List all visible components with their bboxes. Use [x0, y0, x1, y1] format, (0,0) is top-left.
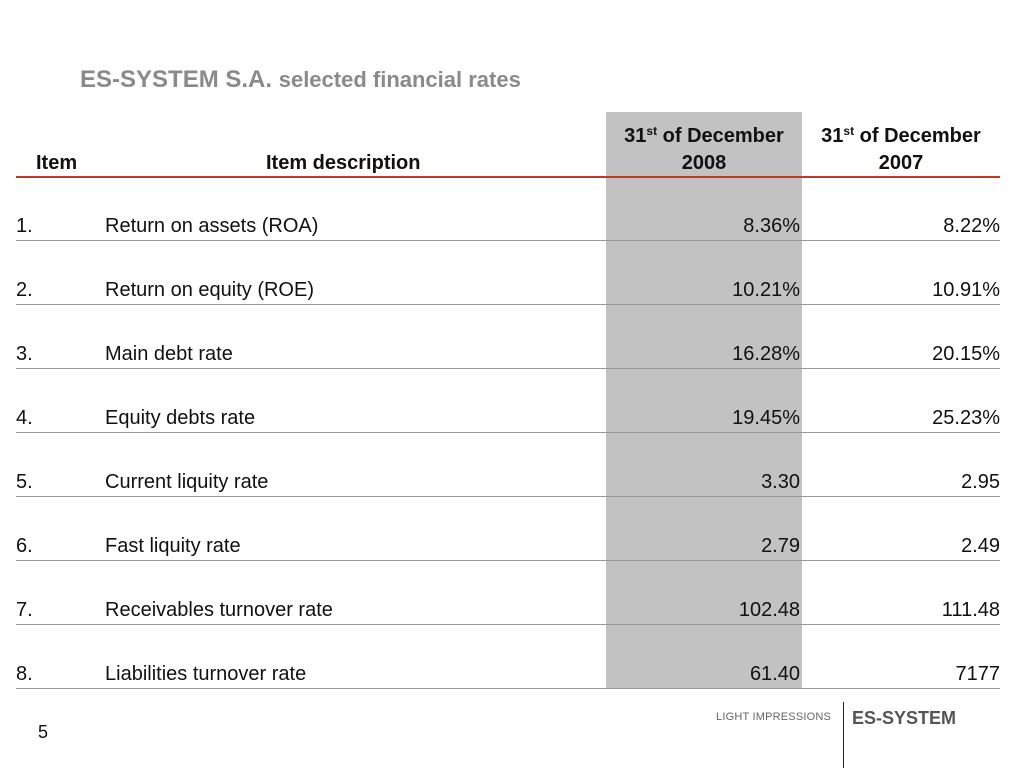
footer-logo: ES-SYSTEM — [852, 708, 957, 728]
page-number: 5 — [38, 722, 49, 742]
footer-tagline: LIGHT IMPRESSIONS — [716, 711, 832, 723]
row-description: Main debt rate — [105, 343, 233, 365]
row-number: 4. — [16, 407, 33, 429]
row-number: 6. — [16, 535, 33, 557]
row-value-2007: 2.49 — [961, 535, 1000, 557]
row-value-2007: 25.23% — [932, 407, 1000, 429]
header-2007-day: 31 — [821, 125, 844, 147]
header-2007-ordinal: st — [843, 124, 855, 138]
row-number: 2. — [16, 279, 33, 301]
table-row: 7. Receivables turnover rate 102.48 111.… — [16, 561, 1000, 625]
row-number: 1. — [16, 215, 33, 237]
row-value-2007: 7177 — [955, 663, 1001, 685]
row-value-2008: 3.30 — [761, 471, 800, 493]
row-description: Return on equity (ROE) — [105, 279, 314, 301]
header-2007-year: 2007 — [878, 152, 924, 174]
row-value-2008: 2.79 — [761, 535, 800, 557]
row-value-2008: 61.40 — [749, 663, 800, 685]
row-value-2007: 2.95 — [961, 471, 1000, 493]
row-value-2008: 8.36% — [743, 215, 800, 237]
table-row: 5. Current liquity rate 3.30 2.95 — [16, 433, 1000, 497]
row-value-2007: 111.48 — [941, 599, 1000, 621]
table-row: 4. Equity debts rate 19.45% 25.23% — [16, 369, 1000, 433]
row-description: Receivables turnover rate — [105, 599, 333, 621]
table-row: 6. Fast liquity rate 2.79 2.49 — [16, 497, 1000, 561]
slide-title: ES-SYSTEM S.A. selected financial rates — [80, 66, 521, 94]
row-number: 7. — [16, 599, 33, 621]
table-row: 1. Return on assets (ROA) 8.36% 8.22% — [16, 177, 1000, 241]
row-description: Equity debts rate — [105, 407, 256, 429]
row-value-2008: 102.48 — [738, 599, 800, 621]
row-number: 3. — [16, 343, 33, 365]
row-value-2008: 19.45% — [732, 407, 800, 429]
table-row: 3. Main debt rate 16.28% 20.15% — [16, 305, 1000, 369]
row-description: Liabilities turnover rate — [105, 663, 307, 685]
header-description: Item description — [266, 152, 421, 174]
header-2008: 31st of December 2008 — [606, 123, 802, 177]
title-subtitle: selected financial rates — [278, 67, 521, 92]
row-value-2007: 20.15% — [932, 343, 1000, 365]
footer-divider — [843, 702, 844, 768]
header-divider — [16, 176, 1000, 178]
header-2008-day: 31 — [624, 125, 647, 147]
header-item: Item — [36, 152, 78, 174]
title-brand: ES-SYSTEM S.A. — [80, 66, 273, 93]
header-2007-month: of December — [854, 125, 981, 147]
row-number: 8. — [16, 663, 33, 685]
row-description: Fast liquity rate — [105, 535, 241, 557]
row-description: Return on assets (ROA) — [105, 215, 319, 237]
highlight-column-2008 — [606, 112, 802, 688]
row-value-2008: 10.21% — [732, 279, 800, 301]
row-value-2008: 16.28% — [732, 343, 800, 365]
table-row: 8. Liabilities turnover rate 61.40 7177 — [16, 625, 1000, 689]
table-body: 1. Return on assets (ROA) 8.36% 8.22% 2.… — [16, 177, 1000, 689]
header-2008-ordinal: st — [646, 124, 658, 138]
header-2008-month: of December — [657, 125, 784, 147]
row-number: 5. — [16, 471, 33, 493]
header-2007: 31st of December 2007 — [802, 123, 1000, 177]
row-value-2007: 8.22% — [943, 215, 1000, 237]
row-value-2007: 10.91% — [932, 279, 1000, 301]
header-2008-year: 2008 — [681, 152, 727, 174]
row-description: Current liquity rate — [105, 471, 269, 493]
table-row: 2. Return on equity (ROE) 10.21% 10.91% — [16, 241, 1000, 305]
